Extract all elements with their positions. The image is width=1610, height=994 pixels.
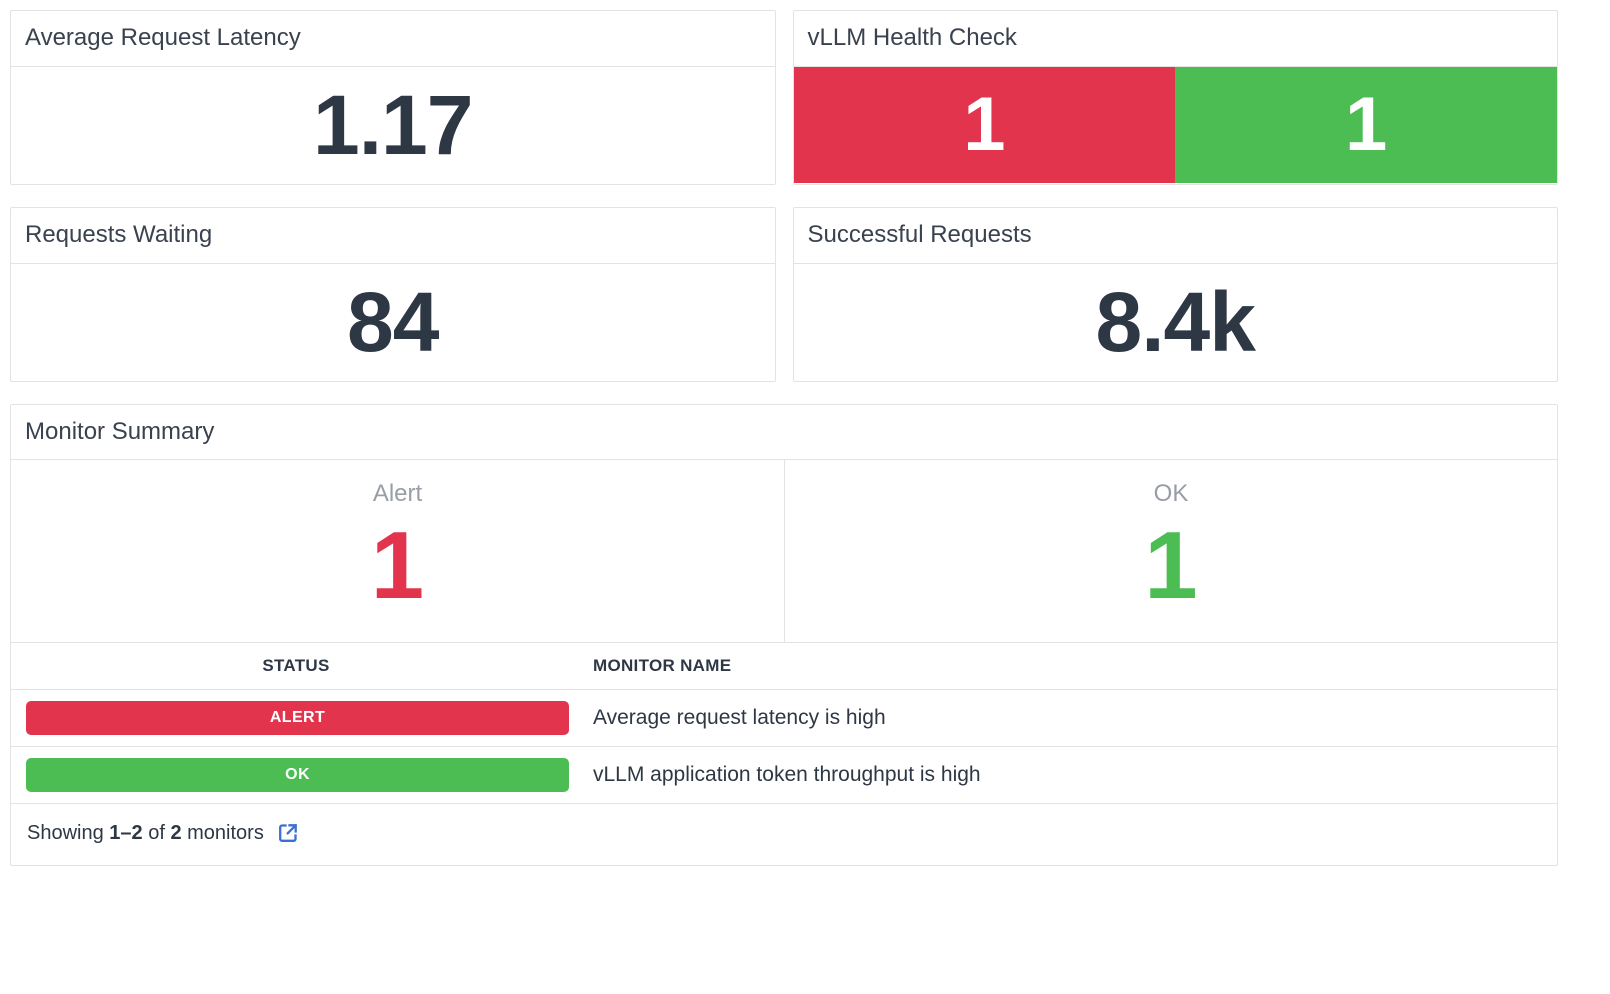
monitor-summary-footer: Showing 1–2 of 2 monitors bbox=[11, 804, 1557, 865]
monitor-group-alert-count: 1 bbox=[370, 512, 425, 620]
monitor-table-header: STATUS MONITOR NAME bbox=[11, 643, 1557, 691]
monitor-status-groups: Alert 1 OK 1 bbox=[11, 460, 1557, 643]
footer-total: 2 bbox=[170, 821, 182, 844]
monitor-name-link[interactable]: vLLM application token throughput is hig… bbox=[593, 763, 981, 787]
monitor-table: STATUS MONITOR NAME ALERT Average reques… bbox=[11, 642, 1557, 805]
panel-average-request-latency[interactable]: Average Request Latency 1.17 bbox=[10, 10, 776, 185]
panel-vllm-health-check[interactable]: vLLM Health Check 1 1 bbox=[792, 10, 1558, 185]
panel-requests-waiting[interactable]: Requests Waiting 84 bbox=[10, 206, 776, 382]
column-header-monitor-name: MONITOR NAME bbox=[593, 656, 732, 676]
monitor-row-ok[interactable]: OK vLLM application token throughput is … bbox=[11, 747, 1557, 805]
monitor-group-alert-label: Alert bbox=[372, 480, 423, 508]
monitor-status-cell: ALERT bbox=[11, 701, 581, 736]
waiting-value-area: 84 bbox=[11, 264, 775, 381]
monitor-name-link[interactable]: Average request latency is high bbox=[593, 706, 886, 730]
status-badge-alert: ALERT bbox=[26, 701, 569, 736]
panel-title-average-request-latency: Average Request Latency bbox=[11, 11, 775, 67]
monitor-row-alert[interactable]: ALERT Average request latency is high bbox=[11, 690, 1557, 748]
top-row: Average Request Latency 1.17 vLLM Health… bbox=[10, 10, 1558, 185]
panel-monitor-summary: Monitor Summary Alert 1 OK 1 STATUS MONI… bbox=[10, 403, 1558, 867]
panel-title-vllm-health-check: vLLM Health Check bbox=[793, 11, 1557, 67]
success-value-area: 8.4k bbox=[794, 264, 1558, 381]
dashboard-page: Average Request Latency 1.17 vLLM Health… bbox=[10, 10, 1558, 867]
health-alert-count: 1 bbox=[963, 81, 1006, 167]
latency-value-area: 1.17 bbox=[11, 67, 775, 184]
monitor-group-ok-count: 1 bbox=[1144, 512, 1198, 620]
health-check-bars: 1 1 bbox=[793, 66, 1557, 183]
footer-monitors: monitors bbox=[181, 821, 264, 844]
health-ok-count: 1 bbox=[1344, 81, 1388, 167]
panel-title-successful-requests: Successful Requests bbox=[793, 208, 1557, 264]
success-value: 8.4k bbox=[1095, 275, 1256, 370]
external-link-icon[interactable] bbox=[276, 821, 300, 845]
panel-title-requests-waiting: Requests Waiting bbox=[11, 208, 775, 264]
panel-title-monitor-summary: Monitor Summary bbox=[11, 405, 1557, 461]
health-ok-bar[interactable]: 1 bbox=[1175, 66, 1557, 183]
monitor-group-alert[interactable]: Alert 1 bbox=[11, 460, 784, 642]
column-header-status: STATUS bbox=[262, 656, 330, 676]
monitor-status-cell: OK bbox=[11, 758, 581, 793]
latency-value: 1.17 bbox=[313, 78, 473, 173]
status-badge-ok: OK bbox=[26, 758, 569, 793]
waiting-value: 84 bbox=[347, 275, 439, 370]
footer-of: of bbox=[142, 821, 171, 844]
footer-text: Showing 1–2 of 2 monitors bbox=[27, 822, 264, 845]
footer-showing: Showing bbox=[27, 821, 110, 844]
health-alert-bar[interactable]: 1 bbox=[793, 66, 1176, 183]
panel-successful-requests[interactable]: Successful Requests 8.4k bbox=[792, 206, 1558, 382]
monitor-group-ok[interactable]: OK 1 bbox=[784, 460, 1557, 643]
footer-range: 1–2 bbox=[109, 821, 143, 844]
second-row: Requests Waiting 84 Successful Requests … bbox=[10, 206, 1558, 382]
monitor-group-ok-label: OK bbox=[1153, 480, 1189, 508]
